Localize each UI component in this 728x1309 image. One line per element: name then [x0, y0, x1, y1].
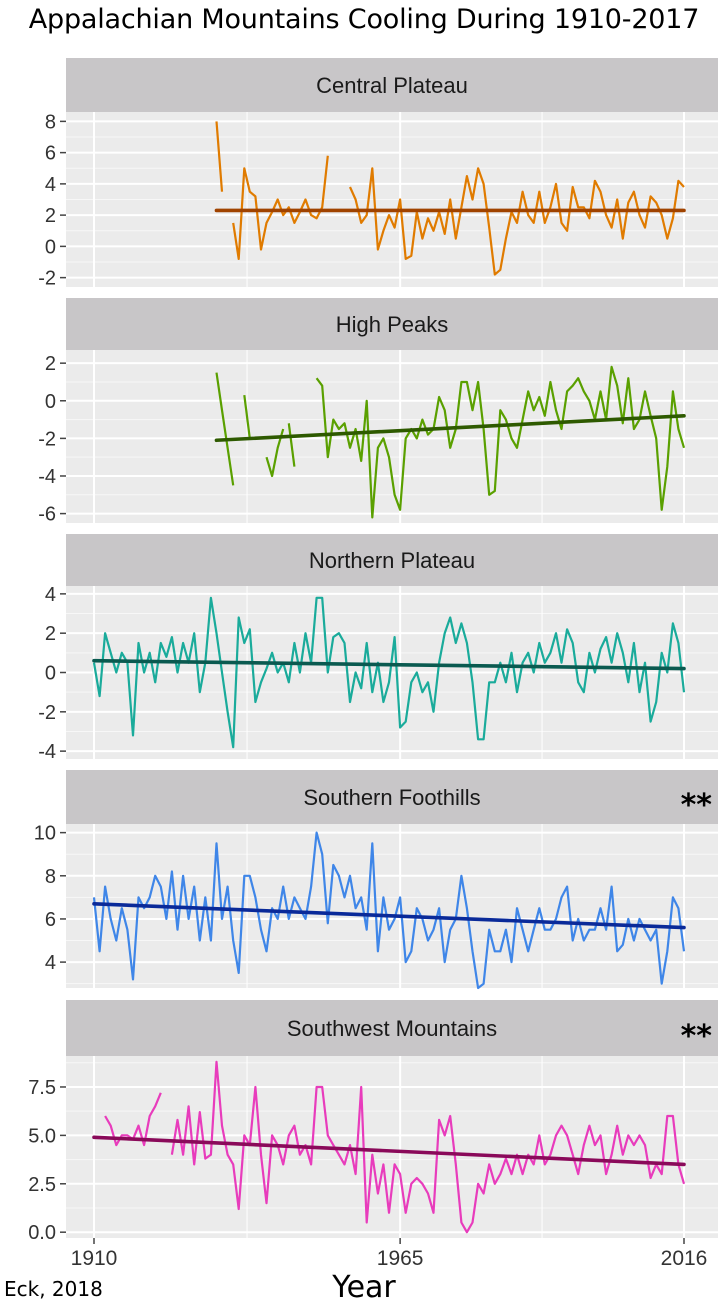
- y-tick-label: 2: [45, 353, 56, 375]
- y-tick-label: 4: [45, 174, 56, 196]
- panel-plot-background: [66, 350, 718, 523]
- significance-mark: **: [681, 788, 713, 823]
- y-tick-label: 5.0: [28, 1125, 56, 1147]
- y-tick-label: 2.5: [28, 1174, 56, 1196]
- y-tick-label: 6: [45, 143, 56, 165]
- y-tick-label: 4: [45, 952, 56, 974]
- panel-strip: [66, 298, 718, 350]
- y-tick-label: 8: [45, 866, 56, 888]
- y-tick-label: 0: [45, 236, 56, 258]
- panel-central-plateau: Central Plateau -2 0 2 4 6 8: [38, 58, 718, 290]
- panel-southwest-mountains: Southwest Mountains ** 0.0 2.5 5.0 7.5 1910 196…: [28, 1000, 718, 1270]
- series-line: [348, 167, 685, 276]
- series-line: [92, 831, 686, 990]
- y-tick-label: -4: [38, 741, 56, 763]
- y-tick-label: 10: [34, 823, 56, 845]
- y-tick-label: 7.5: [28, 1077, 56, 1099]
- panel-strip-title: Northern Plateau: [309, 548, 475, 573]
- y-tick-label: 0: [45, 663, 56, 685]
- y-tick-label: 6: [45, 909, 56, 931]
- series-line: [287, 423, 296, 467]
- y-tick-label: 8: [45, 111, 56, 133]
- y-tick-label: 4: [45, 584, 56, 606]
- panel-strip: [66, 58, 718, 112]
- panel-strip: [66, 1000, 718, 1056]
- significance-mark: **: [681, 1019, 713, 1054]
- series-line: [315, 365, 686, 519]
- y-tick-label: -2: [38, 428, 56, 450]
- panel-strip-title: Southern Foothills: [303, 785, 480, 810]
- y-tick-label: 0.0: [28, 1222, 56, 1244]
- trend-line: [92, 902, 686, 930]
- panel-strip: [66, 534, 718, 586]
- y-tick-label: -4: [38, 466, 56, 488]
- source-credit: Eck, 2018: [4, 1277, 103, 1301]
- series-line: [215, 121, 224, 192]
- panel-strip: [66, 770, 718, 824]
- chart-title: Appalachian Mountains Cooling During 191…: [28, 4, 700, 35]
- x-tick-label: 1965: [377, 1247, 424, 1270]
- x-tick-label: 1910: [71, 1247, 118, 1270]
- panel-strip-title: Central Plateau: [316, 73, 468, 98]
- trend-line: [92, 658, 686, 671]
- series-line: [215, 372, 235, 486]
- series-line: [92, 596, 686, 749]
- y-tick-label: -2: [38, 702, 56, 724]
- series-line: [170, 1060, 686, 1234]
- series-line: [232, 155, 329, 260]
- panel-strip-title: Southwest Mountains: [287, 1016, 497, 1041]
- x-tick-label: 2016: [661, 1247, 708, 1270]
- panel-strip-title: High Peaks: [336, 312, 449, 337]
- panel-northern-plateau: Northern Plateau -4 -2 0 2 4: [38, 534, 718, 763]
- y-tick-label: -2: [38, 268, 56, 290]
- series-line: [243, 394, 251, 439]
- panel-southern-foothills: Southern Foothills ** 4 6 8 10: [34, 770, 718, 990]
- trend-line: [92, 1135, 686, 1167]
- trend-line: [214, 414, 686, 443]
- panel-high-peaks: High Peaks -6 -4 -2 0 2: [38, 298, 718, 526]
- y-tick-label: 2: [45, 205, 56, 227]
- y-tick-label: 2: [45, 623, 56, 645]
- y-tick-label: 0: [45, 391, 56, 413]
- x-axis-title: Year: [332, 1270, 396, 1305]
- y-tick-label: -6: [38, 504, 56, 526]
